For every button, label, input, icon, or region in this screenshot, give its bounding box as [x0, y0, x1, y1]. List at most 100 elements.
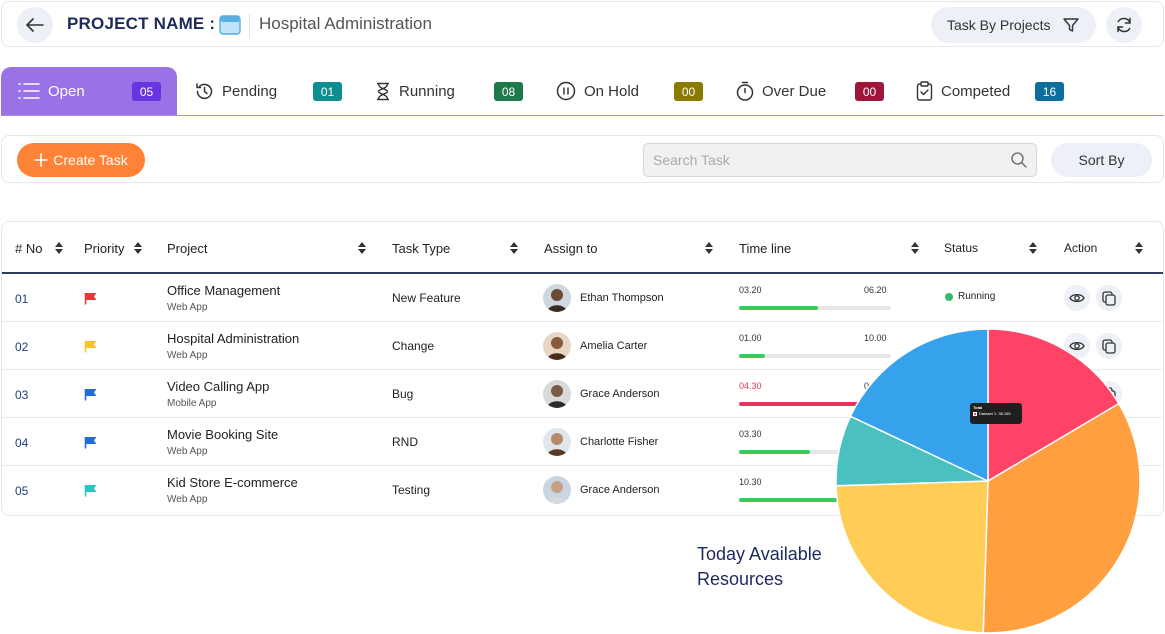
tab-count-badge: 16	[1035, 82, 1064, 101]
status-tabs: Open 05 Pending 01 Running 08 On Hold 00…	[1, 67, 1164, 116]
hourglass-icon	[375, 82, 391, 101]
column-header: Action	[1064, 241, 1098, 255]
column-header: Assign to	[544, 241, 598, 256]
timeline-end: 0	[864, 381, 870, 391]
tab-open[interactable]: Open 05	[1, 67, 177, 115]
timeline-progress-fill	[739, 498, 840, 502]
tab-count-badge: 05	[132, 82, 161, 101]
project-title[interactable]: Movie Booking Site	[167, 427, 279, 442]
priority-flag-icon	[84, 341, 97, 353]
timeline-progress-fill	[739, 402, 869, 406]
browser-window-icon	[219, 15, 241, 40]
timeline-progress-fill	[739, 306, 819, 310]
tooltip-value: Dataset 1: 38.165	[979, 411, 1011, 416]
sort-arrows-icon[interactable]	[1135, 242, 1143, 254]
pie-slice[interactable]	[982, 402, 1141, 634]
tab-label: Open	[48, 82, 85, 100]
task-type: Bug	[392, 387, 414, 401]
tab-label: Competed	[941, 82, 1011, 100]
tab-over-due[interactable]: Over Due	[736, 67, 846, 115]
copy-button[interactable]	[1096, 285, 1122, 311]
tab-running[interactable]: Running	[375, 67, 475, 115]
timeline-start: 10.30	[739, 477, 762, 487]
sort-arrows-icon[interactable]	[510, 242, 518, 254]
table-row[interactable]: 04 Movie Booking Site Web App RND Charlotte …	[2, 418, 1163, 466]
pie-slice[interactable]	[835, 480, 989, 634]
sort-arrows-icon[interactable]	[1029, 242, 1037, 254]
sort-arrows-icon[interactable]	[55, 242, 63, 254]
plus-icon	[34, 153, 49, 167]
timeline-start: 03.30	[739, 429, 762, 439]
sort-arrows-icon[interactable]	[911, 242, 919, 254]
priority-flag-icon	[84, 437, 97, 449]
row-number: 02	[15, 340, 29, 354]
divider	[249, 14, 250, 38]
project-label: PROJECT NAME :	[67, 14, 216, 33]
project-name: Hospital Administration	[259, 14, 432, 33]
project-title[interactable]: Hospital Administration	[167, 331, 300, 346]
tab-label: Pending	[222, 82, 278, 100]
create-task-label: Create Task	[53, 152, 128, 168]
avatar	[543, 380, 571, 408]
column-header: Time line	[739, 241, 792, 256]
column-header: Project	[167, 241, 208, 256]
resources-title-line: Today Available	[697, 544, 822, 564]
avatar	[543, 476, 571, 504]
pie-slice[interactable]	[987, 328, 1120, 483]
column-header: Priority	[84, 241, 125, 256]
project-title[interactable]: Office Management	[167, 283, 281, 298]
tooltip-row: Dataset 1: 38.165	[973, 411, 1019, 417]
project-title[interactable]: Video Calling App	[167, 379, 270, 394]
tab-completed[interactable]: Competed	[916, 67, 1026, 115]
table-row[interactable]: 01 Office Management Web App New Feature Eth…	[2, 274, 1163, 322]
assignee-name: Charlotte Fisher	[580, 436, 659, 448]
project-subtitle: Web App	[167, 302, 208, 313]
timeline-end: 06.20	[864, 285, 887, 295]
search-input[interactable]	[644, 144, 1004, 176]
task-type: Testing	[392, 483, 431, 497]
avatar	[543, 428, 571, 456]
tooltip-swatch	[973, 412, 977, 416]
timeline-start: 03.20	[739, 285, 762, 295]
refresh-button[interactable]	[1106, 7, 1142, 43]
create-task-button[interactable]: Create Task	[17, 143, 145, 177]
pie-slice[interactable]	[849, 328, 989, 483]
column-header: Status	[944, 241, 979, 255]
timeline-progress-fill	[739, 450, 811, 454]
clipboard-icon	[916, 81, 933, 101]
avatar	[543, 332, 571, 360]
tab-count-badge: 00	[674, 82, 703, 101]
task-by-projects-filter[interactable]: Task By Projects	[931, 7, 1096, 43]
task-type: Change	[392, 339, 435, 353]
column-header: # No	[15, 241, 43, 256]
priority-flag-icon	[84, 389, 97, 401]
sort-arrows-icon[interactable]	[134, 242, 142, 254]
tab-label: On Hold	[584, 82, 640, 100]
project-title[interactable]: Kid Store E-commerce	[167, 475, 298, 490]
assignee-name: Grace Anderson	[580, 388, 660, 400]
back-button[interactable]	[17, 7, 53, 43]
sort-arrows-icon[interactable]	[705, 242, 713, 254]
timeline-progress-bar	[739, 402, 891, 406]
copy-icon	[1102, 338, 1116, 354]
tab-count-badge: 00	[855, 82, 884, 101]
task-type: New Feature	[392, 291, 461, 305]
copy-button[interactable]	[1096, 333, 1122, 359]
tab-count-badge: 01	[313, 82, 342, 101]
timeline-progress-bar	[739, 450, 891, 454]
assignee-name: Grace Anderson	[580, 484, 660, 496]
sort-arrows-icon[interactable]	[358, 242, 366, 254]
row-number: 01	[15, 292, 29, 306]
tab-on-hold[interactable]: On Hold	[556, 67, 656, 115]
timeline-progress-bar	[739, 306, 891, 310]
search-icon[interactable]	[1011, 152, 1027, 168]
view-button[interactable]	[1064, 285, 1090, 311]
avatar	[543, 284, 571, 312]
table-row[interactable]: 02 Hospital Administration Web App Change Am…	[2, 322, 1163, 370]
history-icon	[195, 82, 214, 101]
eye-icon	[1069, 293, 1085, 303]
tab-pending[interactable]: Pending	[195, 67, 305, 115]
pause-icon	[556, 81, 576, 101]
task-type: RND	[392, 435, 418, 449]
sort-by-button[interactable]: Sort By	[1051, 143, 1152, 177]
